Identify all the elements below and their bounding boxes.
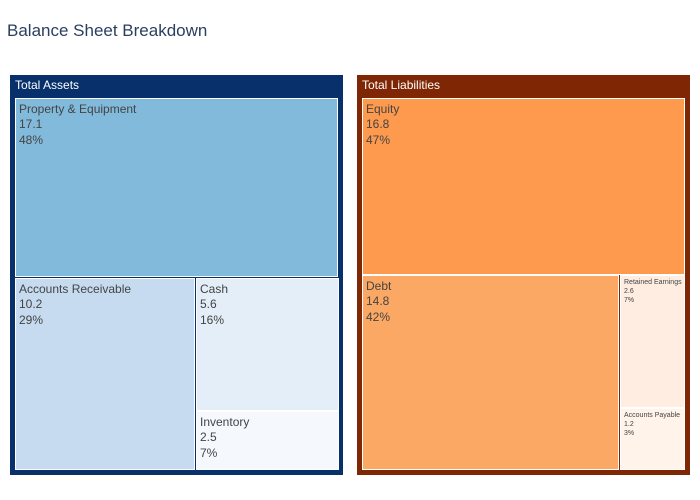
treemap-tile-inventory[interactable]: Inventory 2.5 7% <box>196 411 339 470</box>
tile-value: 10.2 <box>19 297 43 312</box>
tile-value: 14.8 <box>366 294 390 309</box>
group-label: Total Liabilities <box>362 78 441 92</box>
tile-label: Equity <box>366 102 400 116</box>
tile-label: Accounts Receivable <box>19 282 132 296</box>
treemap-tile-accounts-receivable[interactable]: Accounts Receivable 10.2 29% <box>15 278 195 470</box>
tile-percent: 48% <box>19 132 44 147</box>
tile-label: Cash <box>200 282 229 296</box>
tile-percent: 16% <box>200 312 225 327</box>
treemap-tile-equity[interactable]: Equity 16.8 47% <box>362 98 685 275</box>
tile-label: Retained Earnings <box>624 279 682 286</box>
tile-percent: 47% <box>366 132 391 147</box>
tile-value: 5.6 <box>200 297 217 312</box>
treemap-tile-property-equipment[interactable]: Property & Equipment 17.1 48% <box>15 98 338 277</box>
tile-percent: 29% <box>19 312 44 327</box>
tile-percent: 42% <box>366 309 391 324</box>
tile-percent: 7% <box>200 445 218 460</box>
tile-value: 16.8 <box>366 117 390 132</box>
tile-value: 2.6 <box>624 287 634 295</box>
treemap-tile-accounts-payable[interactable]: Accounts Payable 1.2 3% <box>620 408 685 470</box>
tile-label: Accounts Payable <box>624 412 681 419</box>
tile-value: 1.2 <box>624 420 634 428</box>
tile-value: 17.1 <box>19 117 43 132</box>
treemap-tile-cash[interactable]: Cash 5.6 16% <box>196 278 339 411</box>
tile-label: Property & Equipment <box>19 102 137 116</box>
chart-title: Balance Sheet Breakdown <box>7 21 208 40</box>
treemap-tile-debt[interactable]: Debt 14.8 42% <box>362 275 619 470</box>
tile-percent: 7% <box>624 296 635 304</box>
tile-value: 2.5 <box>200 430 217 445</box>
treemap-tile-retained-earnings[interactable]: Retained Earnings 2.6 7% <box>620 275 685 408</box>
tile-percent: 3% <box>624 429 635 437</box>
tile-label: Debt <box>366 279 392 293</box>
tile-label: Inventory <box>200 415 250 429</box>
group-label: Total Assets <box>15 78 80 92</box>
